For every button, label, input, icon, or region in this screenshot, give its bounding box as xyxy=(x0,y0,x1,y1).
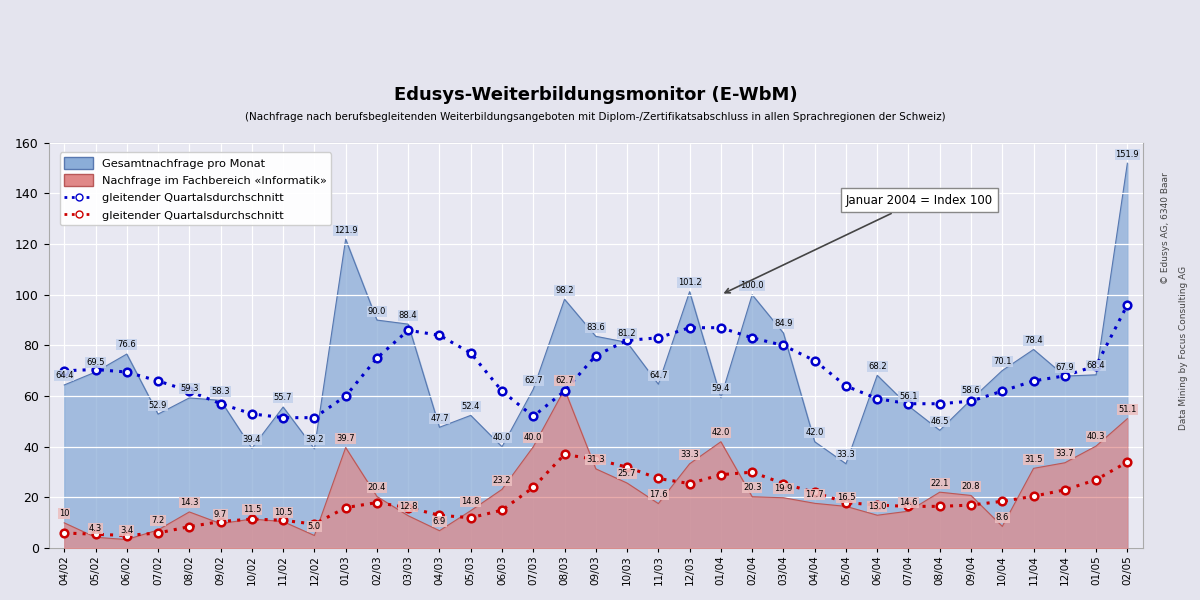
Text: © Edusys AG, 6340 Baar: © Edusys AG, 6340 Baar xyxy=(1160,172,1170,284)
Text: 64.7: 64.7 xyxy=(649,371,667,380)
Text: 14.8: 14.8 xyxy=(462,497,480,506)
Text: 55.7: 55.7 xyxy=(274,394,293,403)
Text: (Nachfrage nach berufsbegleitenden Weiterbildungsangeboten mit Diplom-/Zertifika: (Nachfrage nach berufsbegleitenden Weite… xyxy=(246,112,946,122)
Text: 59.4: 59.4 xyxy=(712,384,730,393)
Text: 14.3: 14.3 xyxy=(180,499,198,508)
Text: 3.4: 3.4 xyxy=(120,526,133,535)
Text: 70.1: 70.1 xyxy=(994,357,1012,366)
Text: 52.9: 52.9 xyxy=(149,401,167,410)
Text: 7.2: 7.2 xyxy=(151,517,164,526)
Text: 8.6: 8.6 xyxy=(996,513,1009,522)
Text: 12.8: 12.8 xyxy=(398,502,418,511)
Text: 22.1: 22.1 xyxy=(930,479,949,488)
Text: 33.3: 33.3 xyxy=(680,450,698,459)
Text: 78.4: 78.4 xyxy=(1025,336,1043,345)
Text: 68.2: 68.2 xyxy=(868,362,887,371)
Text: 20.4: 20.4 xyxy=(367,483,386,492)
Text: Data Mining by Focus Consulting AG: Data Mining by Focus Consulting AG xyxy=(1178,266,1188,430)
Text: 40.0: 40.0 xyxy=(493,433,511,442)
Text: 100.0: 100.0 xyxy=(740,281,764,290)
Text: 31.5: 31.5 xyxy=(1025,455,1043,464)
Text: 52.4: 52.4 xyxy=(462,402,480,411)
Text: 11.5: 11.5 xyxy=(242,505,262,514)
Text: 68.4: 68.4 xyxy=(1087,361,1105,370)
Text: 46.5: 46.5 xyxy=(930,417,949,426)
Text: 62.7: 62.7 xyxy=(524,376,542,385)
Text: 39.4: 39.4 xyxy=(242,435,262,444)
Legend: Gesamtnachfrage pro Monat, Nachfrage im Fachbereich «Informatik», gleitender Qua: Gesamtnachfrage pro Monat, Nachfrage im … xyxy=(60,152,331,226)
Text: 121.9: 121.9 xyxy=(334,226,358,235)
Text: Edusys-Weiterbildungsmonitor (E-WbM): Edusys-Weiterbildungsmonitor (E-WbM) xyxy=(394,86,798,104)
Text: 31.3: 31.3 xyxy=(587,455,605,464)
Text: 42.0: 42.0 xyxy=(805,428,824,437)
Text: 90.0: 90.0 xyxy=(367,307,386,316)
Text: 51.1: 51.1 xyxy=(1118,405,1136,414)
Text: 58.6: 58.6 xyxy=(961,386,980,395)
Text: 10.5: 10.5 xyxy=(274,508,293,517)
Text: 88.4: 88.4 xyxy=(398,311,418,320)
Text: 33.7: 33.7 xyxy=(1056,449,1074,458)
Text: 67.9: 67.9 xyxy=(1056,362,1074,371)
Text: 9.7: 9.7 xyxy=(214,510,227,519)
Text: 33.3: 33.3 xyxy=(836,450,856,459)
Text: 23.2: 23.2 xyxy=(493,476,511,485)
Text: 69.5: 69.5 xyxy=(86,358,104,367)
Text: 39.7: 39.7 xyxy=(336,434,355,443)
Text: 56.1: 56.1 xyxy=(899,392,918,401)
Text: 39.2: 39.2 xyxy=(305,435,324,444)
Text: 40.0: 40.0 xyxy=(524,433,542,442)
Text: 47.7: 47.7 xyxy=(430,414,449,423)
Text: 58.3: 58.3 xyxy=(211,387,230,396)
Text: 16.5: 16.5 xyxy=(836,493,856,502)
Text: 17.6: 17.6 xyxy=(649,490,667,499)
Text: 59.3: 59.3 xyxy=(180,385,198,394)
Text: 25.7: 25.7 xyxy=(618,469,636,478)
Text: 14.6: 14.6 xyxy=(899,497,918,506)
Text: 101.2: 101.2 xyxy=(678,278,702,287)
Text: 5.0: 5.0 xyxy=(308,522,320,531)
Text: 10: 10 xyxy=(59,509,70,518)
Text: 40.3: 40.3 xyxy=(1087,433,1105,442)
Text: 98.2: 98.2 xyxy=(556,286,574,295)
Text: 76.6: 76.6 xyxy=(118,340,136,349)
Text: 17.7: 17.7 xyxy=(805,490,824,499)
Text: 151.9: 151.9 xyxy=(1116,149,1139,158)
Text: 13.0: 13.0 xyxy=(868,502,887,511)
Text: 81.2: 81.2 xyxy=(618,329,636,338)
Text: 6.9: 6.9 xyxy=(433,517,446,526)
Text: 83.6: 83.6 xyxy=(587,323,605,332)
Text: 20.8: 20.8 xyxy=(961,482,980,491)
Text: 84.9: 84.9 xyxy=(774,319,793,328)
Text: 20.3: 20.3 xyxy=(743,483,761,492)
Text: 62.7: 62.7 xyxy=(556,376,574,385)
Text: 19.9: 19.9 xyxy=(774,484,792,493)
Text: 42.0: 42.0 xyxy=(712,428,730,437)
Text: 64.4: 64.4 xyxy=(55,371,73,380)
Text: Januar 2004 = Index 100: Januar 2004 = Index 100 xyxy=(725,194,994,293)
Text: 4.3: 4.3 xyxy=(89,524,102,533)
